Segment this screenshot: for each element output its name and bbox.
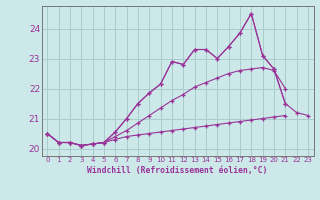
X-axis label: Windchill (Refroidissement éolien,°C): Windchill (Refroidissement éolien,°C) [87,166,268,175]
